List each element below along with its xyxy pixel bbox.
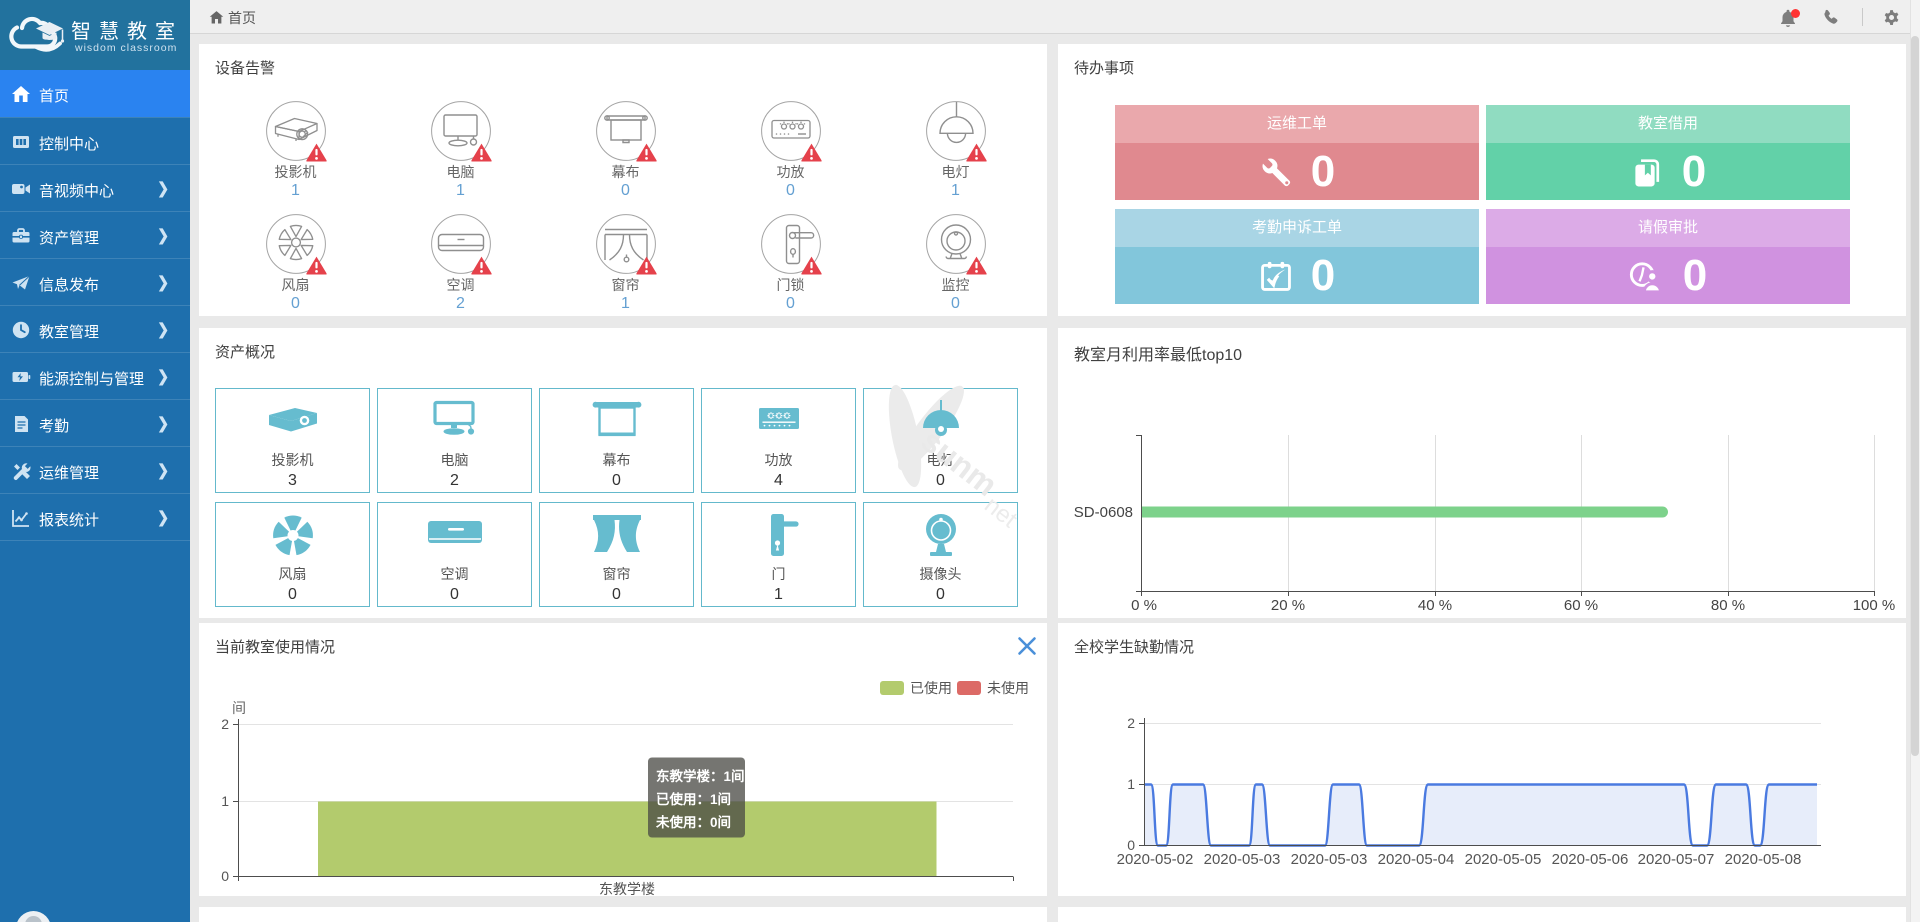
svg-text:已使用: 已使用	[910, 680, 952, 696]
svg-text:1: 1	[221, 793, 229, 809]
svg-text:2: 2	[221, 716, 229, 732]
svg-text:1: 1	[1127, 776, 1135, 792]
svg-text:2020-05-06: 2020-05-06	[1552, 851, 1629, 868]
svg-text:东教学楼：1间: 东教学楼：1间	[656, 768, 745, 784]
svg-text:80 %: 80 %	[1711, 597, 1745, 614]
svg-text:2020-05-08: 2020-05-08	[1725, 851, 1802, 868]
svg-text:未使用: 未使用	[987, 680, 1029, 696]
svg-text:2020-05-04: 2020-05-04	[1378, 851, 1455, 868]
svg-text:0 %: 0 %	[1131, 597, 1157, 614]
svg-text:60 %: 60 %	[1564, 597, 1598, 614]
svg-text:100 %: 100 %	[1853, 597, 1896, 614]
svg-text:0: 0	[221, 868, 229, 884]
svg-text:已使用：1间: 已使用：1间	[656, 791, 731, 807]
svg-text:东教学楼: 东教学楼	[599, 881, 655, 896]
svg-text:2020-05-03: 2020-05-03	[1204, 851, 1281, 868]
svg-text:20 %: 20 %	[1271, 597, 1305, 614]
svg-text:0: 0	[1127, 837, 1135, 853]
svg-text:SD-0608: SD-0608	[1074, 504, 1133, 521]
svg-text:2: 2	[1127, 715, 1135, 731]
svg-text:2020-05-03: 2020-05-03	[1291, 851, 1368, 868]
svg-text:2020-05-07: 2020-05-07	[1638, 851, 1715, 868]
svg-text:2020-05-02: 2020-05-02	[1117, 851, 1194, 868]
svg-text:2020-05-05: 2020-05-05	[1465, 851, 1542, 868]
svg-text:间: 间	[232, 700, 246, 716]
svg-text:未使用：0间: 未使用：0间	[656, 814, 731, 830]
svg-text:40 %: 40 %	[1418, 597, 1452, 614]
